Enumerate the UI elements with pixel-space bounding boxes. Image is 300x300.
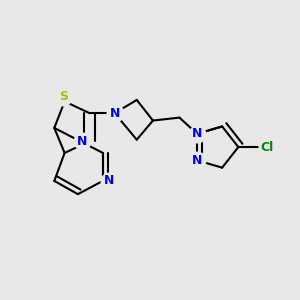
Text: N: N bbox=[77, 135, 88, 148]
Text: Cl: Cl bbox=[261, 141, 274, 154]
Text: S: S bbox=[58, 91, 68, 103]
Text: N: N bbox=[192, 154, 202, 167]
Text: N: N bbox=[110, 107, 120, 120]
Text: N: N bbox=[104, 174, 115, 188]
Text: N: N bbox=[192, 127, 202, 140]
